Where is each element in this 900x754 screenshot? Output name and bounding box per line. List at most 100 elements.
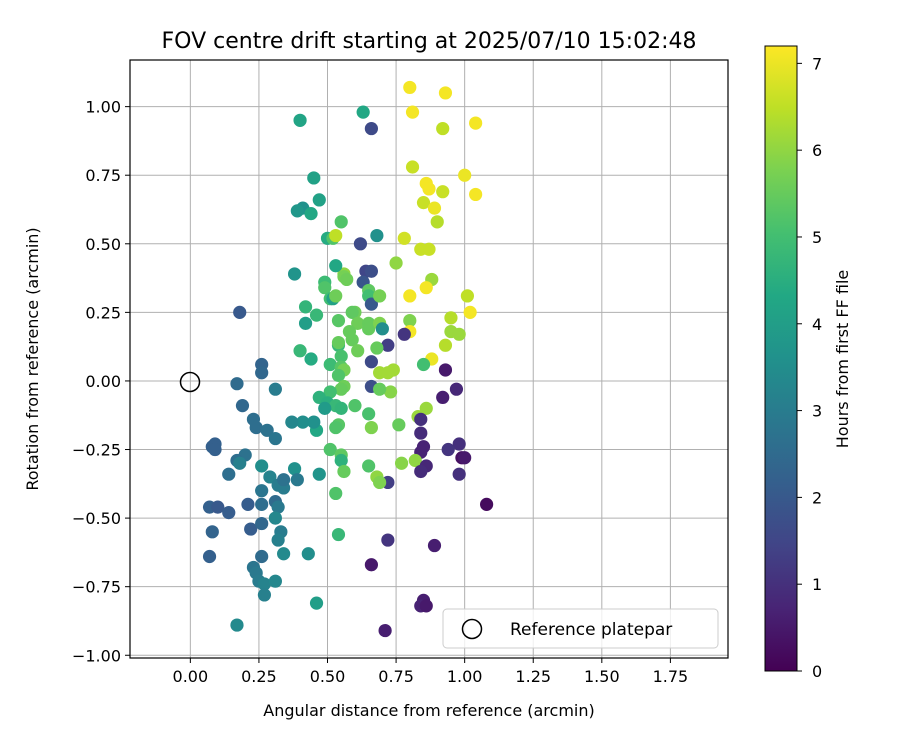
data-point: [255, 516, 269, 531]
data-point: [241, 497, 255, 511]
y-tick-label: 0.50: [85, 235, 121, 254]
data-point: [449, 382, 464, 396]
colorbar-tick-label: 3: [812, 402, 822, 421]
data-point: [422, 242, 436, 256]
y-tick-label: −0.25: [72, 441, 121, 460]
y-tick-label: −0.50: [72, 509, 121, 528]
data-point: [378, 623, 392, 638]
data-point: [375, 322, 389, 336]
data-point: [427, 201, 442, 215]
colorbar-tick-label: 1: [812, 575, 822, 594]
data-point: [427, 538, 442, 553]
data-point: [452, 467, 466, 481]
legend: Reference platepar: [442, 608, 719, 649]
data-point: [230, 377, 244, 391]
x-tick-label: 1.25: [515, 667, 551, 686]
data-point: [312, 193, 326, 207]
data-point: [469, 187, 483, 202]
data-point: [383, 385, 398, 399]
data-points: [202, 80, 494, 638]
data-point: [337, 464, 351, 479]
data-point: [364, 264, 378, 278]
data-point: [235, 399, 250, 413]
data-point: [430, 215, 444, 229]
data-point: [419, 281, 433, 295]
x-tick-label: 0.00: [173, 667, 209, 686]
data-point: [394, 456, 409, 470]
data-point: [373, 475, 387, 490]
data-point: [381, 533, 395, 547]
data-point: [304, 207, 318, 221]
data-point: [287, 267, 302, 281]
data-point: [307, 171, 321, 185]
data-point: [364, 420, 378, 435]
data-point: [329, 228, 343, 243]
data-point: [458, 451, 472, 465]
data-point: [452, 327, 466, 341]
colorbar-tick-label: 2: [812, 488, 822, 507]
x-tick-label: 0.25: [241, 667, 277, 686]
data-point: [480, 497, 494, 511]
colorbar: 0 1 2 3 4 5 6 7 Hours from first FF file: [764, 45, 852, 681]
data-point: [329, 259, 343, 273]
data-point: [257, 588, 272, 602]
data-point: [233, 305, 247, 319]
data-point: [389, 256, 403, 270]
data-point: [329, 420, 343, 435]
data-point: [290, 204, 304, 218]
data-point: [309, 596, 324, 610]
data-point: [301, 547, 315, 561]
data-point: [271, 533, 285, 547]
legend-marker: [461, 618, 483, 640]
data-point: [414, 464, 428, 479]
data-point: [255, 549, 269, 564]
data-point: [405, 160, 420, 174]
data-point: [307, 415, 321, 429]
data-point: [403, 313, 417, 328]
data-point: [277, 547, 291, 561]
data-point: [323, 442, 337, 457]
data-point: [334, 215, 348, 229]
data-point: [351, 316, 365, 330]
data-point: [397, 327, 411, 341]
colorbar-label: Hours from first FF file: [833, 270, 852, 449]
data-point: [438, 363, 453, 377]
data-point: [334, 382, 348, 396]
data-point: [255, 484, 269, 498]
data-point: [460, 289, 475, 303]
data-point: [329, 486, 343, 501]
data-point: [370, 341, 384, 355]
data-point: [373, 289, 387, 303]
data-point: [202, 549, 217, 564]
data-point: [287, 462, 302, 476]
data-point: [260, 423, 274, 437]
data-point: [290, 473, 304, 487]
data-point: [334, 349, 348, 363]
data-point: [452, 437, 466, 451]
data-point: [444, 311, 458, 325]
data-point: [405, 105, 420, 119]
data-point: [356, 105, 370, 119]
data-point: [436, 121, 450, 136]
y-tick-label: −1.00: [72, 646, 121, 665]
data-point: [293, 344, 307, 358]
data-point: [312, 467, 326, 481]
data-point: [458, 168, 472, 182]
data-point: [268, 431, 282, 446]
data-point: [334, 401, 348, 415]
data-point: [414, 426, 428, 440]
data-point: [268, 574, 282, 588]
data-point: [381, 338, 395, 352]
data-point: [416, 196, 431, 210]
x-tick-label: 0.50: [310, 667, 346, 686]
data-point: [408, 453, 422, 468]
data-point: [416, 357, 431, 372]
data-point: [364, 355, 378, 369]
data-point: [255, 366, 269, 380]
colorbar-tick-label: 6: [812, 141, 822, 160]
chart-title: FOV centre drift starting at 2025/07/10 …: [162, 29, 697, 54]
data-point: [230, 618, 244, 632]
data-point: [233, 456, 247, 470]
data-point: [419, 401, 433, 415]
y-axis-label: Rotation from reference (arcmin): [23, 227, 42, 490]
